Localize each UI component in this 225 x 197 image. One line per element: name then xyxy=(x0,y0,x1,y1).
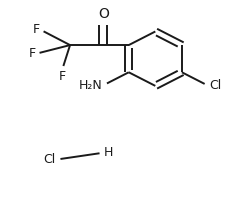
Text: H: H xyxy=(103,146,112,159)
Text: F: F xyxy=(33,23,40,36)
Text: F: F xyxy=(29,47,36,60)
Text: O: O xyxy=(97,7,108,21)
Text: Cl: Cl xyxy=(209,79,221,92)
Text: Cl: Cl xyxy=(43,153,55,166)
Text: F: F xyxy=(58,70,65,83)
Text: H₂N: H₂N xyxy=(78,79,102,92)
